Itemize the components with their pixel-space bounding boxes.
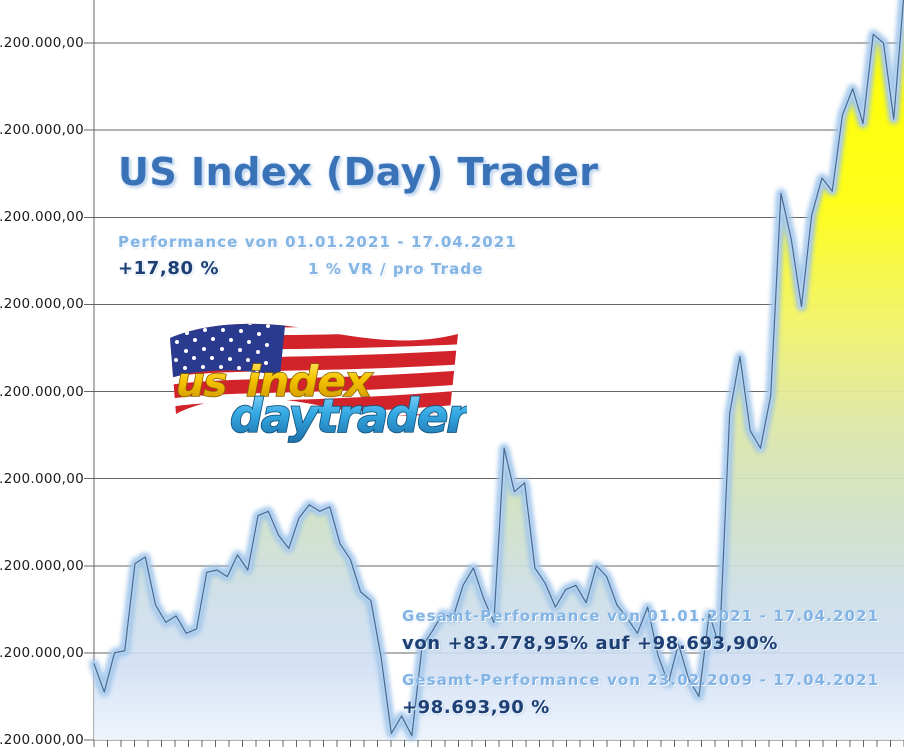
gesamt-header-2: Gesamt-Performance von 23.02.2009 - 17.0… <box>402 671 880 689</box>
performance-header: Performance von 01.01.2021 - 17.04.2021 <box>118 233 517 251</box>
logo-word-us-index: us index <box>175 356 375 407</box>
logo-word-daytrader: daytrader <box>229 388 467 444</box>
svg-text:index: index <box>246 357 374 406</box>
area-fill <box>94 0 904 740</box>
y-axis-tick-label: 88.200.000,00 <box>0 470 84 487</box>
line-core <box>93 0 904 737</box>
us-index-daytrader-logo: us index daytrader <box>162 318 467 446</box>
y-axis-tick-label: 98.200.000,00 <box>0 35 84 51</box>
y-axis-tick-label: 86.200.000,00 <box>0 557 84 574</box>
series-depotwert <box>90 0 904 740</box>
y-axis-tick-label: 84.200.000,00 <box>0 644 84 661</box>
y-axis-tick-label: 82.200.000,00 <box>0 732 84 748</box>
svg-text:us: us <box>176 360 226 406</box>
page-title: US Index (Day) Trader <box>118 150 599 194</box>
performance-row: +17,80 % 1 % VR / pro Trade <box>118 258 658 282</box>
gesamt-header-1: Gesamt-Performance von 01.01.2021 - 17.0… <box>402 607 880 625</box>
gesamt-value-2: +98.693,90 % <box>402 697 550 718</box>
y-axis-labels: 98.200.000,00 96.200.000,00 94.200.000,00 9… <box>0 0 84 748</box>
y-axis-tick-label: 94.200.000,00 <box>0 209 84 226</box>
y-axis-tick-label: 96.200.000,00 <box>0 122 84 139</box>
y-axis-tick-label: 92.200.000,00 <box>0 296 84 313</box>
x-axis-ticks <box>93 740 904 747</box>
performance-risk: 1 % VR / pro Trade <box>308 260 484 278</box>
svg-text:daytrader: daytrader <box>230 389 467 443</box>
y-axis-tick-label: 90.200.000,00 <box>0 383 84 400</box>
performance-percent: +17,80 % <box>118 258 220 279</box>
gesamt-value-1: von +83.778,95% auf +98.693,90% <box>402 633 779 654</box>
